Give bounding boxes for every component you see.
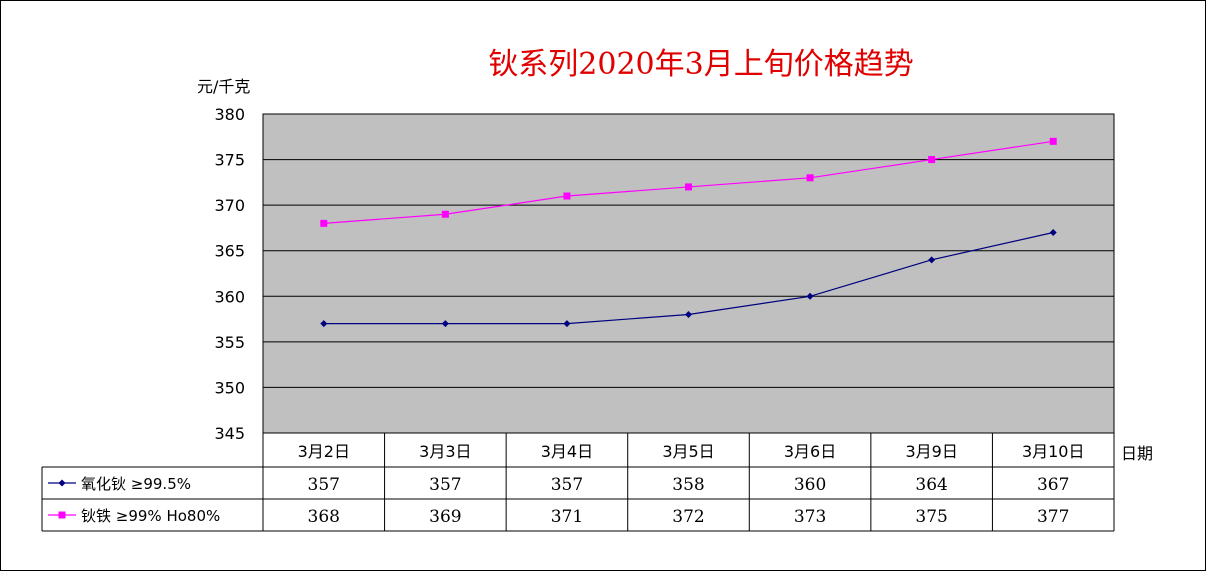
x-tick-label: 3月9日 xyxy=(905,442,957,461)
x-tick-label: 3月5日 xyxy=(662,442,714,461)
table-cell-value: 358 xyxy=(672,475,704,495)
data-point xyxy=(685,311,692,319)
x-axis-label: 日期 xyxy=(1121,444,1153,463)
data-point xyxy=(806,174,814,182)
y-tick-label: 345 xyxy=(214,424,245,443)
data-point xyxy=(320,320,328,328)
y-tick-label: 370 xyxy=(214,196,245,215)
table-cell-value: 357 xyxy=(429,475,461,495)
table-cell-value: 360 xyxy=(794,475,826,495)
x-tick-label: 3月6日 xyxy=(784,442,836,461)
data-point xyxy=(928,156,936,164)
data-point xyxy=(1049,137,1057,145)
data-point xyxy=(806,292,814,300)
table-cell-value: 372 xyxy=(672,507,704,527)
table-cell-value: 371 xyxy=(551,507,583,527)
data-point xyxy=(563,192,571,200)
table-cell-value: 368 xyxy=(308,507,340,527)
y-tick-label: 380 xyxy=(214,105,245,124)
data-point xyxy=(441,320,449,328)
table-cell-value: 367 xyxy=(1037,475,1069,495)
data-point xyxy=(441,210,449,218)
chart-title: 钬系列2020年3月上旬价格趋势 xyxy=(488,47,913,82)
x-tick-label: 3月10日 xyxy=(1022,442,1085,461)
table-cell-value: 369 xyxy=(429,507,461,527)
table-cell-value: 364 xyxy=(915,475,947,495)
legend-marker xyxy=(58,479,66,487)
table-cell-value: 357 xyxy=(308,475,340,495)
plot-area xyxy=(262,113,1115,434)
y-tick-labels: 380 375 370 365 360 355 350 345 xyxy=(214,105,245,443)
y-tick-label: 360 xyxy=(214,287,245,306)
x-tick-label: 3月3日 xyxy=(419,442,471,461)
table-cell-value: 377 xyxy=(1037,507,1069,527)
legend-entry: 氧化钬 ≥99.5% xyxy=(81,475,191,493)
x-tick-label: 3月4日 xyxy=(541,442,593,461)
y-tick-label: 355 xyxy=(214,333,245,352)
legend-marker xyxy=(58,511,66,519)
data-point xyxy=(563,320,571,328)
data-point xyxy=(320,219,328,227)
y-tick-label: 375 xyxy=(214,151,245,170)
table-cell-value: 357 xyxy=(551,475,583,495)
table-cell-value: 373 xyxy=(794,507,826,527)
series-lines xyxy=(320,137,1057,328)
y-axis-label: 元/千克 xyxy=(197,77,250,96)
data-point xyxy=(685,183,692,191)
y-tick-label: 365 xyxy=(214,242,245,261)
x-tick-label: 3月2日 xyxy=(298,442,350,461)
table-cell-value: 375 xyxy=(915,507,947,527)
data-point xyxy=(1049,228,1057,236)
gridlines xyxy=(263,159,1114,388)
legend-entry: 钬铁 ≥99% Ho80% xyxy=(81,507,220,525)
y-tick-label: 350 xyxy=(214,378,245,397)
data-point xyxy=(928,256,936,264)
